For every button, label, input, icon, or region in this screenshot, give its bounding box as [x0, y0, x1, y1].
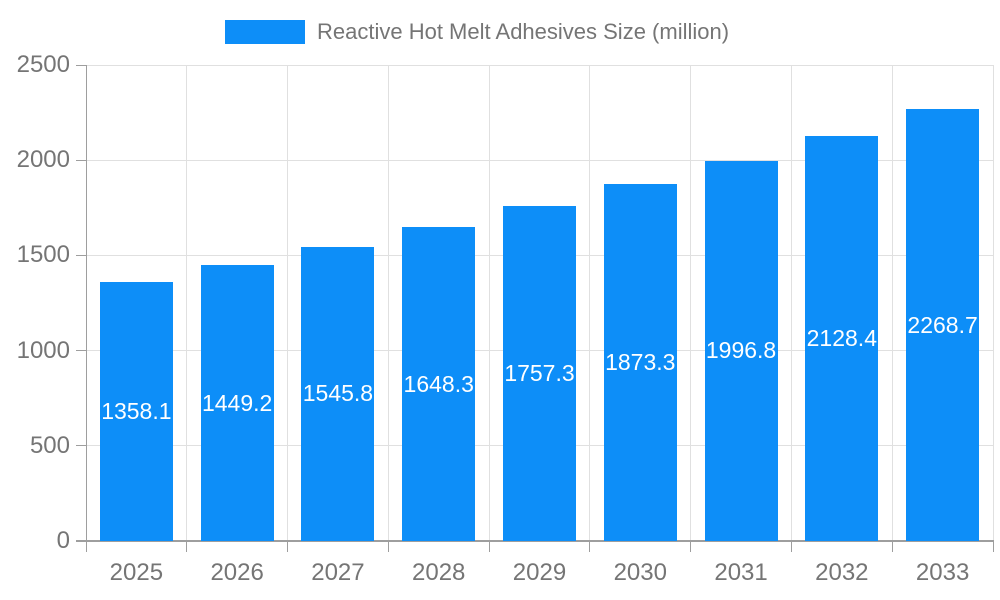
legend-swatch-icon: [225, 20, 305, 44]
bar[interactable]: 1648.3: [402, 227, 476, 541]
x-gridline: [287, 65, 289, 541]
y-axis-tick-label: 2000: [16, 146, 70, 174]
x-gridline: [790, 65, 792, 541]
chart-legend[interactable]: Reactive Hot Melt Adhesives Size (millio…: [225, 19, 729, 45]
x-tick: [387, 541, 389, 552]
bar[interactable]: 1757.3: [503, 206, 576, 541]
y-tick: [76, 159, 86, 161]
x-tick: [85, 541, 87, 552]
y-axis-tick-label: 0: [56, 527, 70, 554]
bar[interactable]: 1873.3: [603, 184, 677, 541]
bar[interactable]: 1996.8: [704, 160, 778, 541]
x-tick: [287, 541, 289, 552]
x-tick: [992, 541, 994, 552]
x-tick: [790, 541, 792, 552]
y-axis-tick-label: 500: [29, 431, 70, 459]
x-gridline: [992, 65, 994, 541]
bar[interactable]: 1449.2: [200, 265, 274, 541]
y-axis-line: [86, 65, 87, 541]
legend-label: Reactive Hot Melt Adhesives Size (millio…: [317, 19, 730, 44]
x-axis-tick-label: 2031: [714, 559, 768, 586]
x-tick: [488, 541, 490, 552]
bar[interactable]: 1358.1: [99, 282, 173, 541]
x-gridline: [589, 65, 591, 541]
bar-value-label: 1757.3: [504, 360, 575, 387]
x-axis-tick-label: 2033: [915, 559, 970, 586]
y-gridline: [86, 64, 993, 66]
y-tick: [76, 540, 86, 542]
x-tick: [589, 541, 591, 552]
x-axis-tick-label: 2029: [512, 559, 567, 586]
x-axis-tick-label: 2025: [109, 559, 164, 586]
bar[interactable]: 2268.7: [906, 109, 980, 541]
x-axis-tick-label: 2026: [210, 559, 264, 586]
x-gridline: [690, 65, 692, 541]
bar-value-label: 1873.3: [605, 349, 676, 376]
x-tick: [186, 541, 188, 552]
y-axis-tick-label: 2500: [16, 51, 70, 78]
x-axis-tick-label: 2028: [412, 559, 466, 586]
x-tick: [891, 541, 893, 552]
y-tick: [76, 350, 86, 352]
bar-value-label: 2268.7: [907, 311, 978, 338]
bar-value-label: 1648.3: [403, 370, 474, 397]
y-tick: [76, 64, 86, 66]
x-axis-tick-label: 2027: [311, 559, 365, 586]
x-axis-tick-label: 2032: [815, 559, 869, 586]
x-axis-line: [76, 540, 994, 542]
y-tick: [76, 254, 86, 256]
bar[interactable]: 2128.4: [805, 135, 879, 541]
bar[interactable]: 1545.8: [301, 246, 375, 541]
x-axis-tick-label: 2030: [613, 559, 667, 586]
x-tick: [690, 541, 692, 552]
y-axis-tick-label: 1000: [16, 336, 70, 364]
x-gridline: [387, 65, 389, 541]
bar-value-label: 1545.8: [302, 380, 374, 407]
x-gridline: [488, 65, 490, 541]
x-gridline: [891, 65, 893, 541]
bar-value-label: 1996.8: [705, 337, 777, 364]
bar-value-label: 2128.4: [806, 324, 877, 351]
x-gridline: [186, 65, 188, 541]
y-gridline: [86, 159, 993, 161]
bar-value-label: 1449.2: [201, 389, 273, 416]
y-axis-tick-label: 1500: [16, 241, 70, 269]
bar-value-label: 1358.1: [101, 398, 172, 425]
y-tick: [76, 445, 86, 447]
